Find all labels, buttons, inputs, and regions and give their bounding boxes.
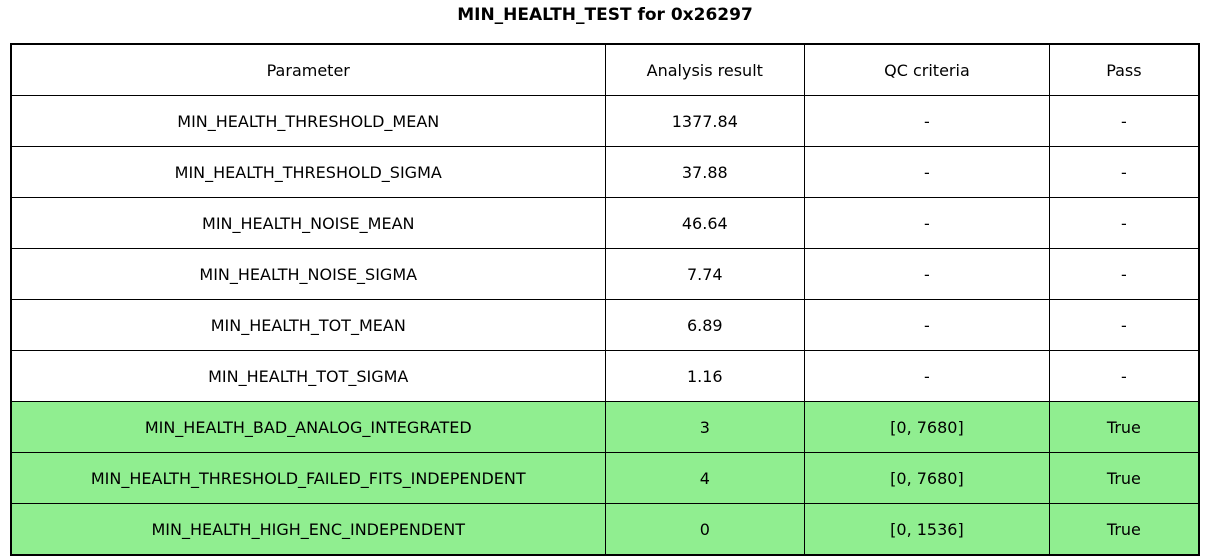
- cell-analysis-result: 37.88: [604, 146, 806, 198]
- cell-qc-criteria: -: [804, 146, 1050, 198]
- cell-analysis-result: 7.74: [604, 248, 806, 300]
- cell-pass: -: [1048, 350, 1200, 402]
- table-row-pass: MIN_HEALTH_HIGH_ENC_INDEPENDENT 0 [0, 15…: [10, 503, 1200, 556]
- cell-qc-criteria: -: [804, 248, 1050, 300]
- cell-qc-criteria: [0, 7680]: [804, 452, 1050, 504]
- cell-qc-criteria: [0, 1536]: [804, 503, 1050, 556]
- figure-title: MIN_HEALTH_TEST for 0x26297: [457, 5, 753, 25]
- column-header-pass: Pass: [1048, 43, 1200, 96]
- table-row: MIN_HEALTH_NOISE_MEAN 46.64 - -: [10, 197, 1200, 249]
- cell-parameter: MIN_HEALTH_NOISE_MEAN: [10, 197, 606, 249]
- table-body: MIN_HEALTH_THRESHOLD_MEAN 1377.84 - - MI…: [10, 95, 1200, 556]
- cell-pass: -: [1048, 299, 1200, 351]
- qc-results-table: Parameter Analysis result QC criteria Pa…: [10, 43, 1200, 556]
- table-row: MIN_HEALTH_TOT_SIGMA 1.16 - -: [10, 350, 1200, 402]
- cell-parameter: MIN_HEALTH_HIGH_ENC_INDEPENDENT: [10, 503, 606, 556]
- table-row: MIN_HEALTH_TOT_MEAN 6.89 - -: [10, 299, 1200, 351]
- cell-parameter: MIN_HEALTH_BAD_ANALOG_INTEGRATED: [10, 401, 606, 453]
- cell-analysis-result: 0: [604, 503, 806, 556]
- cell-pass: True: [1048, 503, 1200, 556]
- cell-parameter: MIN_HEALTH_THRESHOLD_MEAN: [10, 95, 606, 147]
- cell-analysis-result: 4: [604, 452, 806, 504]
- cell-qc-criteria: -: [804, 350, 1050, 402]
- cell-pass: -: [1048, 146, 1200, 198]
- cell-pass: True: [1048, 401, 1200, 453]
- cell-analysis-result: 6.89: [604, 299, 806, 351]
- cell-analysis-result: 3: [604, 401, 806, 453]
- cell-parameter: MIN_HEALTH_TOT_MEAN: [10, 299, 606, 351]
- table-row: MIN_HEALTH_THRESHOLD_SIGMA 37.88 - -: [10, 146, 1200, 198]
- table-row-pass: MIN_HEALTH_THRESHOLD_FAILED_FITS_INDEPEN…: [10, 452, 1200, 504]
- cell-analysis-result: 1377.84: [604, 95, 806, 147]
- cell-qc-criteria: -: [804, 299, 1050, 351]
- header-row: Parameter Analysis result QC criteria Pa…: [10, 43, 1200, 96]
- table-row: MIN_HEALTH_THRESHOLD_MEAN 1377.84 - -: [10, 95, 1200, 147]
- cell-parameter: MIN_HEALTH_THRESHOLD_SIGMA: [10, 146, 606, 198]
- cell-pass: True: [1048, 452, 1200, 504]
- cell-parameter: MIN_HEALTH_TOT_SIGMA: [10, 350, 606, 402]
- column-header-analysis-result: Analysis result: [604, 43, 806, 96]
- table-row-pass: MIN_HEALTH_BAD_ANALOG_INTEGRATED 3 [0, 7…: [10, 401, 1200, 453]
- cell-pass: -: [1048, 95, 1200, 147]
- column-header-qc-criteria: QC criteria: [804, 43, 1050, 96]
- cell-pass: -: [1048, 248, 1200, 300]
- cell-parameter: MIN_HEALTH_THRESHOLD_FAILED_FITS_INDEPEN…: [10, 452, 606, 504]
- cell-parameter: MIN_HEALTH_NOISE_SIGMA: [10, 248, 606, 300]
- column-header-parameter: Parameter: [10, 43, 606, 96]
- cell-analysis-result: 1.16: [604, 350, 806, 402]
- cell-qc-criteria: -: [804, 95, 1050, 147]
- cell-qc-criteria: -: [804, 197, 1050, 249]
- cell-qc-criteria: [0, 7680]: [804, 401, 1050, 453]
- cell-analysis-result: 46.64: [604, 197, 806, 249]
- table-row: MIN_HEALTH_NOISE_SIGMA 7.74 - -: [10, 248, 1200, 300]
- cell-pass: -: [1048, 197, 1200, 249]
